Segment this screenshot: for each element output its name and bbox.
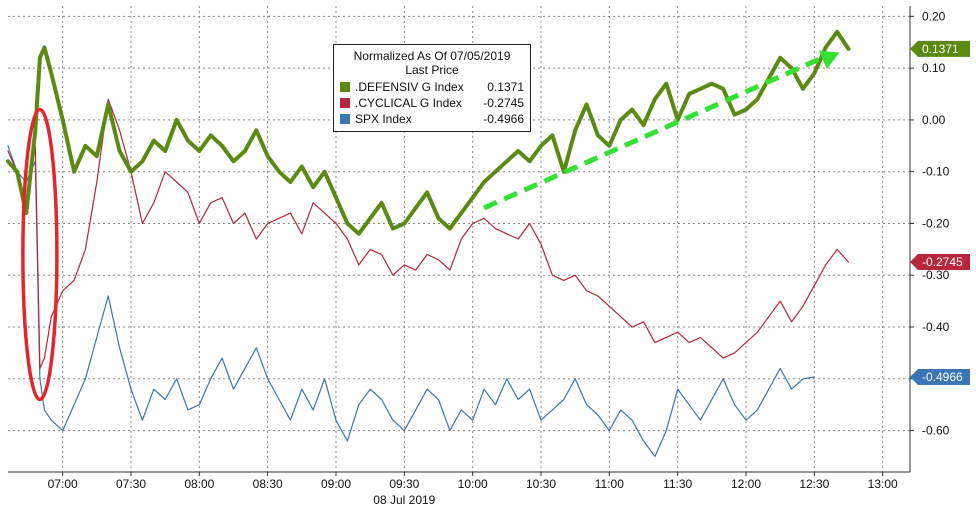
y-tick-label: -0.20 (922, 216, 950, 230)
legend-label-spx: SPX Index (355, 112, 412, 126)
x-tick-label: 12:00 (731, 477, 761, 491)
y-tick-label: 0.10 (922, 61, 946, 75)
x-tick-label: 13:00 (868, 477, 898, 491)
last-value-tag-0 (910, 40, 970, 57)
legend-value-cyclical: -0.2745 (483, 96, 524, 110)
legend-label-defensiv: .DEFENSIV G Index (355, 80, 464, 94)
x-axis-label: 08 Jul 2019 (373, 493, 435, 507)
x-tick-label: 12:30 (799, 477, 829, 491)
x-tick-label: 11:00 (595, 477, 624, 491)
x-tick-label: 09:30 (389, 477, 419, 491)
x-tick-label: 08:00 (184, 477, 214, 491)
legend-subtitle: Last Price (405, 63, 459, 77)
y-tick-label: -0.40 (922, 320, 950, 334)
trend-arrow-head (818, 50, 840, 69)
highlight-ellipse (21, 107, 59, 402)
last-value-tag-1 (910, 254, 970, 271)
last-value-tag-label-2: -0.4966 (922, 370, 963, 384)
y-tick-label: 0.20 (922, 9, 946, 23)
x-tick-label: 09:00 (321, 477, 351, 491)
trend-arrow-line (483, 53, 829, 211)
legend-swatch-spx (340, 114, 350, 124)
x-tick-label: 10:00 (458, 477, 488, 491)
legend-swatch-defensiv (340, 82, 350, 92)
legend-entry-cyclical: .CYCLICAL G Index -0.2745 (340, 95, 524, 111)
legend-entry-spx: SPX Index -0.4966 (340, 111, 524, 127)
x-tick-label: 11:30 (663, 477, 692, 491)
y-tick-label: 0.00 (922, 113, 946, 127)
chart-legend: Normalized As Of 07/05/2019 Last Price .… (333, 44, 531, 132)
y-tick-label: -0.60 (922, 424, 950, 438)
legend-value-spx: -0.4966 (483, 112, 524, 126)
series-line-2 (7, 145, 815, 458)
x-tick-label: 07:30 (116, 477, 146, 491)
legend-entry-defensiv: .DEFENSIV G Index 0.1371 (340, 79, 524, 95)
legend-value-defensiv: 0.1371 (487, 80, 524, 94)
last-value-tag-label-1: -0.2745 (922, 255, 963, 269)
last-value-tag-label-0: 0.1371 (922, 42, 959, 56)
legend-title: Normalized As Of 07/05/2019 (353, 49, 511, 63)
y-tick-label: -0.30 (922, 268, 950, 282)
series-line-1 (7, 98, 850, 369)
x-tick-label: 10:30 (526, 477, 556, 491)
series-line-0 (6, 29, 851, 236)
legend-swatch-cyclical (340, 98, 350, 108)
x-tick-label: 08:30 (253, 477, 283, 491)
legend-label-cyclical: .CYCLICAL G Index (355, 96, 462, 110)
last-value-tag-2 (910, 369, 970, 386)
x-tick-label: 07:00 (48, 477, 78, 491)
y-tick-label: -0.10 (922, 165, 950, 179)
